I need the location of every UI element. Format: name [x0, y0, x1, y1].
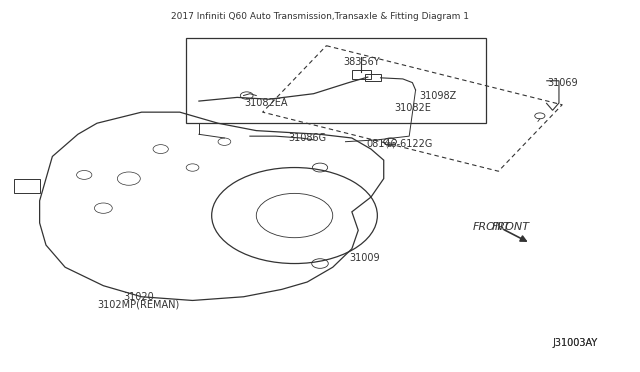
Text: 31020: 31020 [123, 292, 154, 302]
Bar [186, 38, 486, 123]
Text: J31003AY: J31003AY [552, 338, 598, 348]
Bar [365, 74, 381, 81]
Text: 31082E: 31082E [394, 103, 431, 113]
Text: FRONT: FRONT [473, 222, 511, 232]
Text: J31003AY: J31003AY [552, 338, 598, 348]
Text: 31082EA: 31082EA [244, 98, 287, 108]
Text: 08146-6122G: 08146-6122G [367, 138, 433, 148]
Text: 31069: 31069 [547, 78, 577, 88]
Text: 31009: 31009 [349, 253, 380, 263]
Text: 2017 Infiniti Q60 Auto Transmission,Transaxle & Fitting Diagram 1: 2017 Infiniti Q60 Auto Transmission,Tran… [171, 13, 469, 22]
Text: (1): (1) [385, 141, 395, 148]
Text: 31086G: 31086G [288, 133, 326, 143]
Text: FRONT: FRONT [492, 222, 530, 232]
Text: 38356Y: 38356Y [343, 57, 380, 67]
Text: 3102MP(REMAN): 3102MP(REMAN) [97, 299, 179, 309]
Text: 31098Z: 31098Z [419, 90, 456, 100]
Bar [352, 70, 371, 79]
